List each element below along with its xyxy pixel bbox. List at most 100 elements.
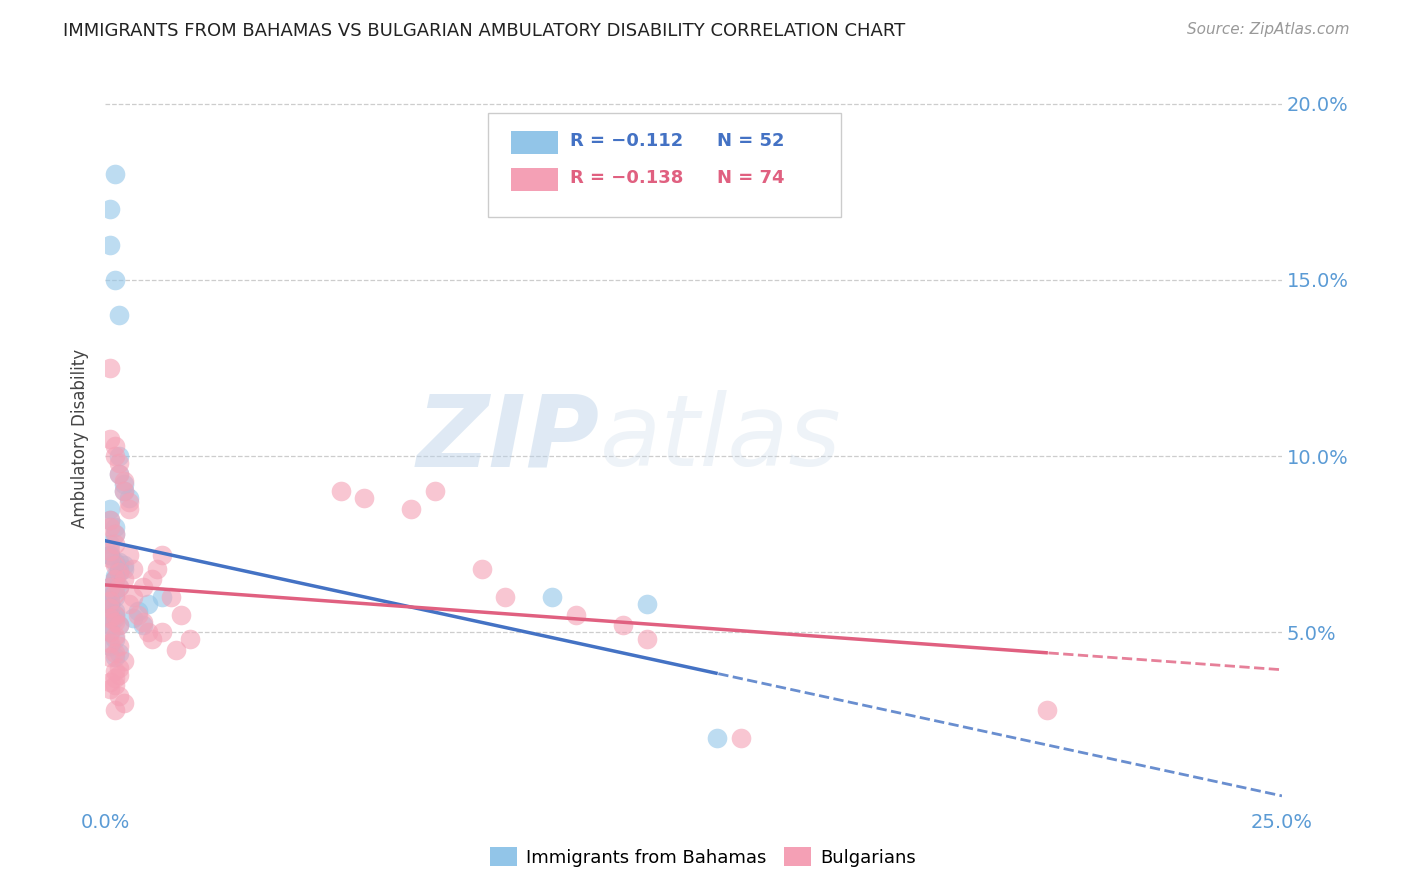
Point [132,580,155,594]
Point [98,548,121,562]
Point [108,456,131,470]
Point [112,484,135,499]
Point [98,512,121,526]
Point [104,582,127,597]
Point [98,237,121,252]
Point [108,308,131,322]
Point [141,573,163,587]
Point [104,273,127,287]
Point [108,580,131,594]
Point [112,484,135,499]
Point [108,566,131,580]
Point [108,647,131,661]
Point [104,526,127,541]
Point [122,590,145,604]
Point [98,202,121,217]
Point [122,611,145,625]
Point [104,604,127,618]
Point [98,600,121,615]
Point [98,597,121,611]
Point [108,618,131,632]
Point [132,615,155,629]
Point [104,664,127,678]
Point [118,548,141,562]
Point [636,632,658,647]
Point [98,597,121,611]
Point [150,590,173,604]
Point [98,361,121,376]
Point [329,484,352,499]
Point [108,689,131,703]
Point [108,667,131,681]
Point [98,502,121,516]
Text: ZIP: ZIP [416,390,599,487]
Point [104,558,127,573]
Text: N = 52: N = 52 [717,132,785,150]
Point [108,467,131,481]
Point [104,526,127,541]
Point [104,629,127,643]
Point [136,597,159,611]
Point [108,580,131,594]
Text: R = −0.138: R = −0.138 [569,169,683,187]
Text: N = 74: N = 74 [717,169,785,187]
Point [118,495,141,509]
Point [636,597,658,611]
Point [98,625,121,640]
Point [98,580,121,594]
Point [112,696,135,710]
Point [104,519,127,533]
Point [104,439,127,453]
Text: Source: ZipAtlas.com: Source: ZipAtlas.com [1187,22,1350,37]
Point [118,597,141,611]
Point [98,548,121,562]
Point [471,562,494,576]
Point [104,573,127,587]
Point [132,618,155,632]
Point [136,625,159,640]
Point [98,551,121,566]
Point [98,636,121,650]
Point [104,537,127,551]
Point [104,449,127,463]
Point [98,681,121,696]
Point [108,562,131,576]
Point [541,590,564,604]
Point [98,519,121,533]
FancyBboxPatch shape [488,113,841,217]
Point [118,502,141,516]
Point [98,593,121,607]
Point [122,562,145,576]
Legend: Immigrants from Bahamas, Bulgarians: Immigrants from Bahamas, Bulgarians [482,840,924,874]
Point [108,618,131,632]
Bar [512,131,558,153]
Point [104,569,127,583]
Text: atlas: atlas [599,390,841,487]
Point [104,650,127,665]
Point [104,703,127,717]
Point [104,573,127,587]
Point [160,590,183,604]
Point [98,544,121,558]
Point [399,502,422,516]
Point [104,615,127,629]
Point [108,640,131,654]
Point [104,607,127,622]
Point [104,167,127,181]
Point [150,548,173,562]
Point [104,573,127,587]
Point [98,590,121,604]
Point [98,512,121,526]
Point [112,558,135,573]
Point [98,640,121,654]
Point [104,590,127,604]
Point [565,607,588,622]
Point [165,643,187,657]
Point [98,607,121,622]
Point [127,607,149,622]
Point [108,566,131,580]
Point [98,625,121,640]
Point [127,604,149,618]
Y-axis label: Ambulatory Disability: Ambulatory Disability [72,349,89,528]
Text: R = −0.112: R = −0.112 [569,132,683,150]
